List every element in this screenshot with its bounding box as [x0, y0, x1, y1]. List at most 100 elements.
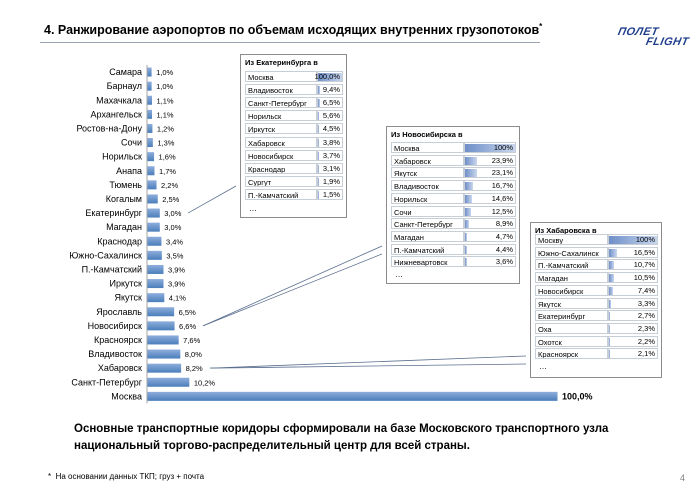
panel-row-cell: 100,0%	[315, 71, 343, 82]
category-label: П.-Камчатский	[82, 264, 142, 274]
panel-bar	[465, 144, 515, 152]
panel-row-cell: 2,3%	[608, 322, 658, 334]
panel-ekaterinburg-title: Из Екатеринбурга в	[245, 58, 318, 67]
value-label: 6,5%	[179, 308, 196, 317]
panel-bar	[465, 207, 472, 216]
panel-bar	[465, 156, 477, 165]
panel-value-label: 100%	[493, 143, 513, 152]
panel-row-cell: 2,2%	[608, 335, 658, 347]
value-label: 1,1%	[157, 110, 174, 119]
panel-row-label: П.-Камчатский	[391, 243, 464, 255]
panel-bar	[609, 286, 613, 295]
bar	[147, 264, 164, 274]
bar	[147, 222, 160, 232]
panel-row: Магадан 10,5%	[535, 272, 658, 284]
panel-row-cell: 6,5%	[317, 97, 343, 109]
panel-value-label: 3,7%	[322, 150, 340, 160]
panel-row-label: Норильск	[391, 192, 464, 204]
panel-bar	[318, 99, 320, 108]
panel-row: Магадан 4,7%	[391, 230, 516, 242]
value-label: 3,0%	[164, 223, 181, 232]
panel-row-cell: 7,4%	[608, 284, 658, 296]
panel-bar	[318, 151, 319, 160]
panel-row: Южно-Сахалинск 16,5%	[535, 246, 658, 258]
panel-row-label: Новосибирск	[245, 149, 317, 161]
panel-bar	[609, 337, 611, 346]
value-label: 1,0%	[156, 68, 173, 77]
bar	[147, 95, 153, 105]
panel-row-cell: 14,6%	[464, 192, 516, 204]
bar	[147, 335, 179, 345]
panel-row-label: Хабаровск	[391, 154, 464, 166]
category-label: Самара	[109, 67, 142, 77]
panel-row-cell: 1,5%	[317, 188, 343, 200]
panel-row-cell: 23,1%	[464, 167, 516, 179]
value-label: 3,9%	[168, 265, 185, 274]
panel-value-label: 100%	[635, 235, 655, 244]
panel-row: Сургут 1,9%	[245, 175, 343, 187]
category-label: Магадан	[106, 222, 142, 232]
panel-row-label: Хабаровск	[245, 136, 317, 148]
callout-leaders	[187, 185, 527, 369]
panel-bar	[609, 299, 611, 308]
category-label: Архангельск	[91, 109, 143, 119]
panel-bar	[609, 248, 617, 257]
panel-value-label: 14,6%	[491, 193, 513, 203]
value-label: 7,6%	[183, 336, 200, 345]
panel-row-label: Иркутск	[245, 123, 317, 135]
panel-bar	[465, 169, 477, 178]
value-label: 8,2%	[186, 364, 203, 373]
panel-bar	[318, 125, 320, 134]
panel-bar	[318, 164, 319, 173]
panel-row-label: Оха	[535, 322, 608, 334]
panel-value-label: 2,7%	[637, 311, 655, 321]
panel-row: Сочи 12,5%	[391, 205, 516, 217]
category-label: Екатеринбург	[85, 208, 142, 218]
footnote: * На основании данных ТКП; груз + почта	[48, 472, 204, 481]
summary-text: Основные транспортные коридоры сформиров…	[74, 423, 609, 452]
category-label: Когалым	[106, 194, 142, 204]
panel-row-label: Владивосток	[245, 84, 317, 96]
value-label: 100,0%	[562, 391, 593, 401]
panel-bar	[318, 138, 319, 147]
panel-row-label: Якутск	[535, 297, 608, 309]
value-label: 6,6%	[179, 322, 196, 331]
panel-bar	[465, 194, 473, 203]
panel-row-cell: 2,7%	[608, 310, 658, 322]
callout-leader-line	[202, 253, 383, 327]
panel-row-cell: 100%	[464, 142, 516, 153]
panel-row: Хабаровск 3,8%	[245, 136, 343, 148]
panel-row-label: Москву	[535, 234, 608, 245]
bar	[147, 123, 153, 133]
panel-value-label: 3,3%	[637, 298, 655, 308]
panel-value-label: 5,6%	[322, 111, 340, 121]
panel-row-cell: 8,9%	[464, 218, 516, 230]
bar	[147, 321, 175, 331]
panel-row-label: Красноярск	[535, 348, 608, 360]
panel-row-cell: 10,5%	[608, 272, 658, 284]
panel-value-label: 6,5%	[322, 98, 340, 108]
panel-row-cell: 4,7%	[464, 230, 516, 242]
panel-row: Якутск 23,1%	[391, 167, 516, 179]
value-label: 3,9%	[168, 280, 185, 289]
main-bars: Самара 1,0% Барнаул 1,0% Махачкала 1,1% Арханг…	[69, 65, 593, 404]
panel-value-label: 1,9%	[322, 176, 340, 186]
panel-row: Краснодар 3,1%	[245, 162, 343, 174]
category-label: Тюмень	[109, 180, 142, 190]
category-label: Сочи	[121, 138, 142, 148]
panel-bar	[318, 177, 319, 186]
panel-row-cell: 3,6%	[464, 256, 516, 268]
panel-row: Хабаровск 23,9%	[391, 154, 516, 166]
panel-more-ellipsis: …	[249, 204, 257, 213]
value-label: 1,0%	[156, 82, 173, 91]
panel-row-label: Санкт-Петербург	[245, 97, 317, 109]
bar	[147, 377, 190, 387]
panel-row: Москва 100%	[391, 142, 516, 153]
panel-novosibirsk: Из Новосибирска в Москва 100% Хабаровск 23,…	[386, 126, 520, 284]
panel-value-label: 12,5%	[491, 206, 513, 216]
panel-value-label: 7,4%	[637, 285, 655, 295]
page-title: 4. Ранжирование аэропортов по объемам ис…	[44, 22, 543, 38]
panel-novosibirsk-title: Из Новосибирска в	[391, 130, 463, 139]
panel-row-cell: 5,6%	[317, 110, 343, 122]
bar	[147, 236, 162, 246]
